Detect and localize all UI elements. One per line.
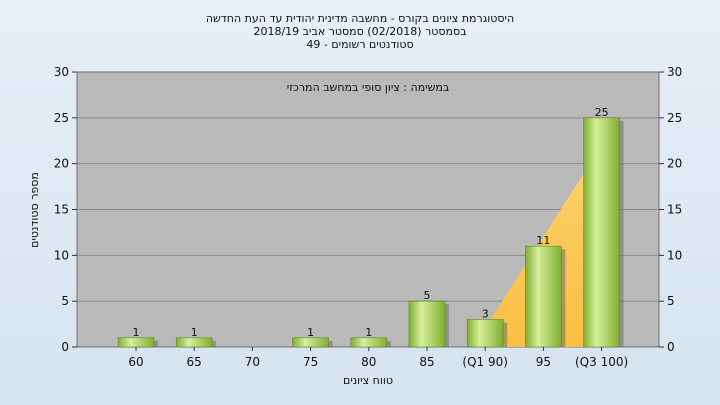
y-tick-label-right: 20	[667, 157, 682, 171]
y-tick-label-right: 30	[667, 65, 682, 79]
title-line-1: היסטוגרמת ציונים בקורס - מחשבה מדינית יה…	[206, 12, 514, 25]
data-label: 11	[536, 234, 550, 247]
chart-annotation: במשימה : ציון סופי במחשב המרכזי	[287, 81, 450, 94]
data-label: 3	[482, 308, 489, 321]
y-tick-label-right: 0	[667, 340, 675, 354]
y-tick-label: 0	[61, 340, 69, 354]
y-axis-right: 0 5 10 15 20 25 30	[659, 65, 682, 354]
data-label: 1	[191, 326, 198, 339]
y-tick-label: 10	[54, 248, 69, 262]
bar	[175, 337, 213, 348]
data-label: 1	[307, 326, 314, 339]
bar	[408, 300, 446, 348]
y-tick-label: 15	[54, 203, 69, 217]
x-tick-label: 85	[419, 355, 434, 369]
data-label: 25	[595, 106, 609, 119]
x-tick-label: 95	[536, 355, 551, 369]
y-tick-label-right: 10	[667, 248, 682, 262]
y-tick-label: 5	[61, 294, 69, 308]
y-tick-label: 20	[54, 157, 69, 171]
x-tick-label: 80	[361, 355, 376, 369]
title-line-2: בסמסטר (02/2018) סמסטר אביב 2018/19	[253, 25, 466, 38]
data-label: 1	[133, 326, 140, 339]
data-label: 5	[424, 289, 431, 302]
bar	[583, 117, 620, 348]
title-line-3: סטודנטים רשומים - 49	[306, 38, 413, 51]
bar	[525, 245, 562, 348]
y-tick-label: 25	[54, 111, 69, 125]
y-tick-label-right: 5	[667, 294, 675, 308]
bar	[350, 337, 388, 348]
y-tick-label: 30	[54, 65, 69, 79]
bar	[292, 337, 329, 348]
bar	[466, 319, 504, 348]
y-tick-label-right: 15	[667, 203, 682, 217]
x-tick-label: 65	[187, 355, 202, 369]
x-tick-label: 75	[303, 355, 318, 369]
bar	[117, 337, 155, 348]
x-tick-label: (Q3 100)	[575, 355, 628, 369]
x-tick-label: 60	[128, 355, 143, 369]
y-axis-title: מספר סטודנטים	[28, 172, 41, 248]
data-label: 1	[365, 326, 372, 339]
x-tick-label: 70	[245, 355, 260, 369]
x-tick-label: (Q1 90)	[462, 355, 508, 369]
x-axis-title: טווח ציונים	[343, 374, 393, 387]
chart-title: היסטוגרמת ציונים בקורס - מחשבה מדינית יה…	[206, 12, 514, 51]
y-axis-left: 0 5 10 15 20 25 30	[54, 65, 77, 354]
x-axis: 60 65 70 75 80 85 (Q1 90) 95 (Q3 100)	[128, 347, 628, 369]
y-tick-label-right: 25	[667, 111, 682, 125]
bars	[117, 117, 624, 348]
